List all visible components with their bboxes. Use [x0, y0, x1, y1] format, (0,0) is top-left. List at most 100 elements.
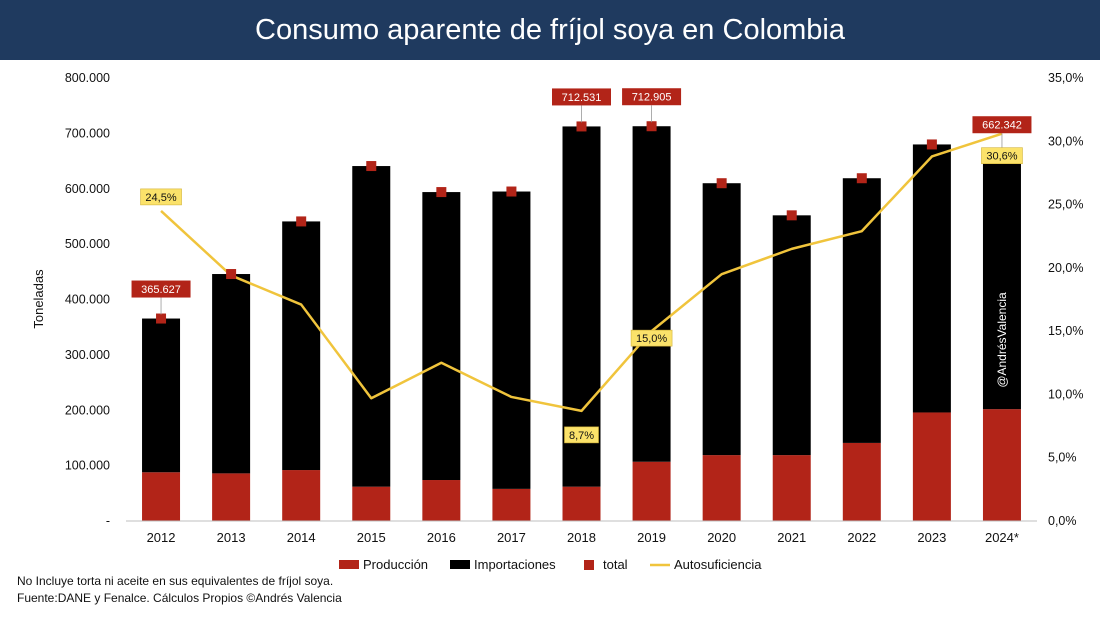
produccion-bar: [422, 480, 461, 521]
line-layer: [160, 132, 1003, 413]
total-marker: [366, 161, 377, 172]
x-tick-label: 2012: [147, 530, 176, 545]
importaciones-bar: [982, 154, 1021, 410]
y-right-tick-label: 5,0%: [1048, 451, 1077, 465]
produccion-bar: [982, 409, 1021, 521]
title-bar: [0, 0, 1100, 60]
importaciones-bar: [212, 274, 251, 474]
x-tick-label: 2016: [427, 530, 456, 545]
x-tick-label: 2018: [567, 530, 596, 545]
bars-layer: [142, 126, 1021, 521]
x-tick-label: 2022: [847, 530, 876, 545]
total-marker: [646, 121, 657, 132]
produccion-bar: [352, 486, 391, 521]
y-right-tick-label: 15,0%: [1048, 324, 1083, 338]
y-right-tick-label: 0,0%: [1048, 514, 1077, 528]
importaciones-bar: [702, 183, 741, 456]
total-marker: [296, 216, 307, 227]
total-marker: [226, 269, 237, 280]
total-marker: [156, 313, 167, 324]
total-label: 712.905: [632, 92, 672, 104]
autosuficiencia-label: 24,5%: [145, 192, 176, 204]
y-left-tick-label: 600.000: [65, 182, 110, 196]
legend-importaciones-swatch: [450, 560, 470, 569]
axis-layer: - 100.000 200.000 300.000 400.000 500.000 600.…: [31, 71, 1083, 545]
legend-total-marker: [584, 560, 594, 570]
total-marker: [436, 187, 447, 198]
x-tick-label: 2023: [917, 530, 946, 545]
y-left-tick-label: 200.000: [65, 403, 110, 417]
total-label-box: [622, 88, 682, 106]
x-tick-label: 2019: [637, 530, 666, 545]
legend-importaciones-label: Importaciones: [474, 557, 556, 572]
total-label-box: [131, 280, 191, 298]
autosuficiencia-label-box: [140, 188, 182, 206]
autosuficiencia-label-box: [564, 426, 599, 444]
footnotes: No Incluye torta ni aceite en sus equiva…: [17, 573, 342, 607]
x-tick-label: 2013: [217, 530, 246, 545]
y-right-tick-label: 25,0%: [1048, 198, 1083, 212]
total-label: 662.342: [982, 120, 1022, 132]
total-label: 365.627: [141, 284, 181, 296]
importaciones-bar: [142, 318, 181, 473]
importaciones-bar: [422, 192, 461, 481]
produccion-bar: [912, 412, 951, 521]
total-label-box: [972, 116, 1032, 134]
legend-autosuficiencia-label: Autosuficiencia: [674, 557, 762, 572]
total-marker: [856, 173, 867, 184]
autosuficiencia-label: 8,7%: [569, 430, 594, 442]
produccion-bar: [562, 486, 601, 521]
x-tick-label: 2024*: [985, 530, 1019, 545]
y-right-tick-label: 10,0%: [1048, 387, 1083, 401]
y-left-tick-label: 300.000: [65, 348, 110, 362]
produccion-bar: [842, 442, 881, 521]
chart-title: Consumo aparente de fríjol soya en Colom…: [255, 14, 845, 46]
y-axis-title: Toneladas: [31, 269, 46, 329]
importaciones-bar: [352, 166, 391, 487]
importaciones-bar: [632, 126, 671, 462]
legend: Producción Importaciones total Autosuficien…: [339, 557, 762, 572]
importaciones-bar: [842, 178, 881, 443]
y-left-tick-label: 800.000: [65, 71, 110, 85]
total-marker: [786, 210, 797, 221]
produccion-bar: [702, 455, 741, 521]
total-marker: [506, 186, 517, 197]
y-left-tick-label: -: [106, 514, 110, 528]
produccion-bar: [492, 488, 531, 521]
total-marker: [716, 178, 727, 189]
total-label: 712.531: [562, 92, 602, 104]
x-tick-label: 2015: [357, 530, 386, 545]
x-tick-label: 2021: [777, 530, 806, 545]
y-right-tick-label: 30,0%: [1048, 134, 1083, 148]
produccion-bar: [212, 473, 251, 521]
importaciones-bar: [282, 221, 321, 471]
total-label-box: [552, 88, 611, 106]
produccion-bar: [282, 470, 321, 521]
importaciones-bar: [772, 215, 811, 456]
produccion-bar: [632, 461, 671, 521]
x-tick-label: 2017: [497, 530, 526, 545]
source-line: Fuente:DANE y Fenalce. Cálculos Propios …: [17, 591, 342, 605]
autosuficiencia-label-box: [981, 147, 1023, 164]
legend-total-label: total: [603, 557, 628, 572]
autosuficiencia-label: 30,6%: [986, 151, 1017, 163]
legend-produccion-label: Producción: [363, 557, 428, 572]
watermark-text: @AndrésValencia: [995, 292, 1009, 388]
importaciones-bar: [912, 144, 951, 413]
autosuficiencia-label: 15,0%: [636, 333, 667, 345]
y-left-tick-label: 400.000: [65, 293, 110, 307]
x-tick-label: 2020: [707, 530, 736, 545]
autosuficiencia-label-box: [630, 329, 673, 347]
x-tick-label: 2014: [287, 530, 316, 545]
total-marker: [576, 121, 587, 132]
y-left-tick-label: 100.000: [65, 459, 110, 473]
chart-area: 365.627 712.531 712.905 662.342 24,5% 8,7% 15,…: [31, 71, 1083, 572]
y-right-tick-label: 20,0%: [1048, 261, 1083, 275]
autosuficiencia-line: [160, 132, 1003, 413]
y-left-tick-label: 700.000: [65, 126, 110, 140]
produccion-bar: [772, 455, 811, 521]
data-labels-layer: 365.627 712.531 712.905 662.342 24,5% 8,7% 15,…: [131, 88, 1032, 444]
total-marker: [926, 139, 937, 150]
importaciones-bar: [492, 191, 531, 489]
produccion-bar: [142, 472, 181, 521]
